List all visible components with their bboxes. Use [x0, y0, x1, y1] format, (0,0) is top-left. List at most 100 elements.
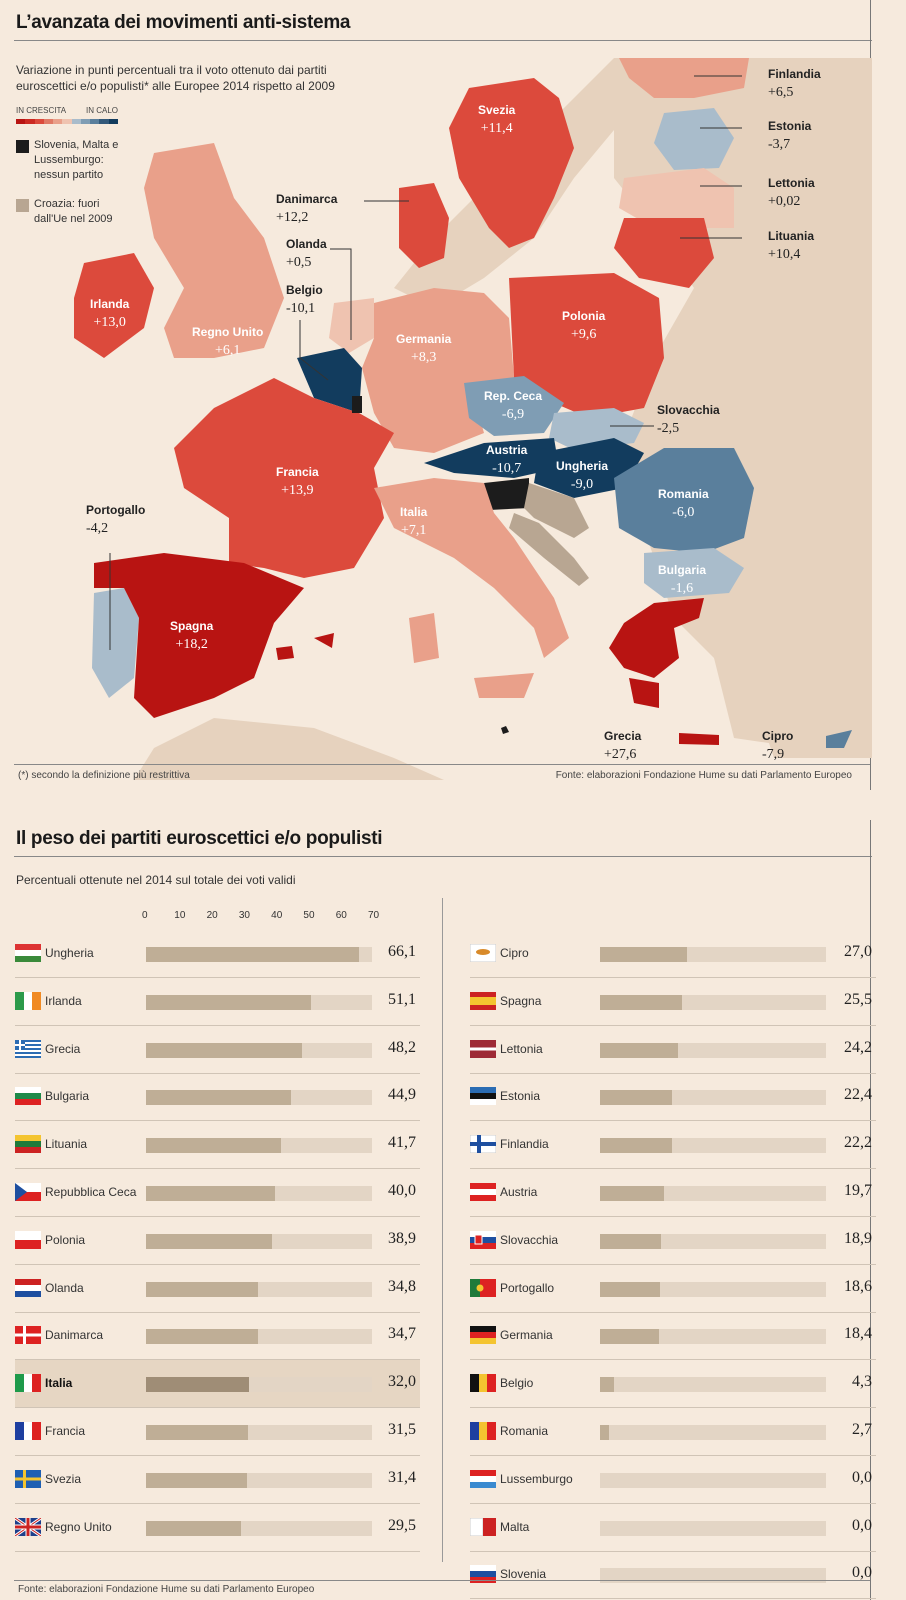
region-croazia: [524, 483, 589, 538]
axis-tick-label: 70: [368, 910, 380, 921]
row-separator: [15, 1502, 420, 1504]
bar-value-label: 0,0: [852, 1468, 872, 1486]
map-label-value: -3,7: [768, 137, 791, 152]
bar-track: [146, 1233, 372, 1249]
flag-icon: [15, 1278, 41, 1297]
map-label-country: Danimarca: [276, 192, 338, 206]
bar-country-label: Irlanda: [45, 993, 82, 1008]
bar-value-label: 27,0: [844, 943, 872, 960]
axis-tick-label: 10: [174, 910, 186, 921]
bar-value-label: 51,1: [388, 990, 416, 1008]
map-label-country: Svezia: [478, 103, 516, 117]
map-label-country: Polonia: [562, 309, 606, 323]
map-label-lettonia: Lettonia +0,02: [768, 175, 815, 210]
bar-source: Fonte: elaborazioni Fondazione Hume su d…: [18, 1584, 315, 1595]
row-separator: [470, 1407, 876, 1409]
row-separator: [15, 1407, 420, 1409]
title-rule: [14, 40, 872, 41]
region-francia: [174, 378, 394, 578]
bar-track: [146, 1090, 372, 1106]
region-portogallo: [92, 588, 139, 698]
map-label-country: Belgio: [286, 283, 323, 297]
flag-icon: [470, 1230, 496, 1249]
row-separator: [470, 1502, 876, 1504]
map-label-country: Cipro: [762, 729, 794, 743]
row-separator: [470, 1263, 876, 1265]
bar-track: [146, 1138, 372, 1154]
bar-track: [146, 994, 372, 1010]
bar-country-label: Lettonia: [500, 1041, 543, 1056]
flag-icon: [470, 1326, 496, 1345]
map-label-value: -9,0: [570, 477, 594, 492]
bar-row: Lituania 41,7: [15, 1121, 420, 1170]
map-label-svezia: Svezia +11,4: [478, 102, 515, 137]
bar: [146, 1138, 281, 1154]
flag-icon: [15, 944, 41, 962]
bar-title-rule: [14, 856, 872, 857]
column-divider: [442, 898, 443, 1562]
bar: [600, 1281, 661, 1297]
region-creta: [679, 733, 719, 745]
bar-value-label: 22,2: [844, 1134, 872, 1152]
region-austria: [424, 438, 559, 478]
map-label-irlanda: Irlanda +13,0: [90, 296, 129, 331]
region-lussemburgo: [352, 396, 362, 413]
bar-value-label: 44,9: [388, 1086, 416, 1104]
bar: [146, 1520, 242, 1536]
map-footnote: (*) secondo la definizione più restritti…: [18, 770, 190, 781]
row-separator: [15, 977, 420, 978]
right-border-2: [870, 820, 871, 1600]
bar-value-label: 66,1: [388, 943, 416, 960]
bar-track: [146, 1377, 372, 1393]
legend-grey-swatch: [16, 199, 29, 212]
map-label-bulgaria: Bulgaria -1,6: [658, 562, 706, 597]
legend-scale-step: [16, 119, 26, 124]
bar-value-label: 22,4: [844, 1086, 872, 1104]
bar-country-label: Ungheria: [45, 946, 94, 960]
legend-scale-step: [43, 119, 54, 124]
axis-tick-label: 0: [142, 910, 148, 921]
flag-icon: [15, 1326, 41, 1345]
region-cipro: [826, 730, 852, 748]
bar: [146, 1425, 248, 1440]
bar: [600, 1233, 662, 1249]
legend-down-label: IN CALO: [86, 106, 119, 115]
legend-scale-step: [108, 119, 118, 124]
axis-tick-label: 20: [206, 910, 218, 921]
bar-country-label: Olanda: [45, 1280, 84, 1295]
flag-icon: [469, 1517, 496, 1537]
land-turkey: [714, 618, 872, 758]
map-label-country: Estonia: [768, 119, 812, 133]
map-label-value: +6,1: [214, 343, 241, 358]
map-label-value: -2,5: [657, 421, 680, 436]
bar-row: Portogallo 18,6: [470, 1265, 876, 1313]
map-label-lituania: Lituania +10,4: [768, 228, 814, 263]
bar-track: [146, 1425, 372, 1440]
axis-tick-label: 50: [303, 910, 315, 921]
row-separator: [470, 1455, 876, 1456]
row-separator: [470, 1168, 876, 1170]
row-separator: [15, 1024, 420, 1026]
map-subtitle: Variazione in punti percentuali tra il v…: [16, 63, 335, 93]
row-separator: [470, 977, 876, 978]
bar: [146, 1281, 259, 1297]
bar-row: Austria 19,7: [470, 1169, 876, 1217]
map-label-country: Lettonia: [768, 176, 815, 190]
row-separator: [470, 1072, 876, 1074]
region-slovacchia: [549, 408, 644, 450]
map-label-value: +10,4: [768, 247, 801, 262]
map-label-value: +8,3: [410, 350, 437, 365]
bar-row: Danimarca 34,7: [15, 1312, 420, 1361]
bar: [146, 1472, 248, 1488]
bar-row: Grecia 48,2: [15, 1026, 420, 1074]
bar: [146, 1042, 302, 1058]
bar-row: Regno Unito 29,5: [14, 1504, 420, 1552]
region-italia: [374, 478, 569, 658]
bar-value-label: 0,0: [852, 1564, 872, 1582]
bar-track: [600, 1233, 826, 1249]
bar-row: Italia 32,0: [15, 1360, 420, 1409]
map-label-polonia: Polonia +9,6: [562, 308, 605, 343]
bar-track: [146, 1520, 372, 1536]
map-label-value: +0,5: [286, 255, 312, 270]
bar-country-label: Belgio: [500, 1376, 534, 1391]
